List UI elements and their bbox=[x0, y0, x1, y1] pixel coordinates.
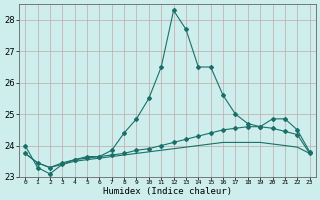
X-axis label: Humidex (Indice chaleur): Humidex (Indice chaleur) bbox=[103, 187, 232, 196]
